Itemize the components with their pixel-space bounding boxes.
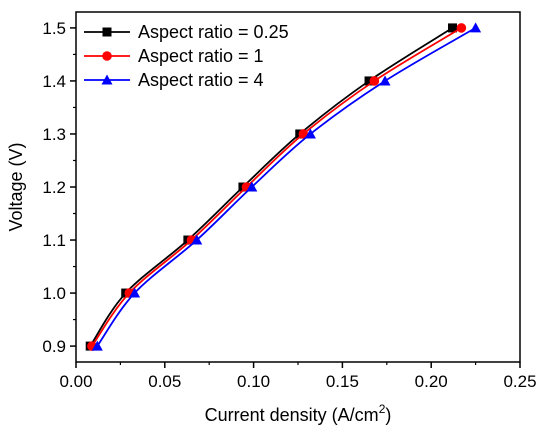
x-tick-label: 0.00 <box>59 372 92 391</box>
x-axis-ticks: 0.00 0.05 0.10 0.15 0.20 0.25 <box>59 362 537 391</box>
legend-item: Aspect ratio = 1 <box>84 46 264 66</box>
y-tick-label: 1.4 <box>42 72 66 91</box>
data-point <box>246 181 258 192</box>
y-tick-label: 1.2 <box>42 178 66 197</box>
data-point <box>470 22 482 33</box>
x-tick-label: 0.25 <box>503 372 536 391</box>
data-point <box>298 129 309 139</box>
data-point <box>448 23 458 33</box>
data-point <box>191 234 203 245</box>
legend-label: Aspect ratio = 0.25 <box>138 22 289 42</box>
x-tick-label: 0.15 <box>326 372 359 391</box>
data-point <box>364 76 374 86</box>
y-axis-ticks: 0.9 1.0 1.1 1.2 1.3 1.4 1.5 <box>42 19 76 356</box>
data-point <box>91 340 103 351</box>
data-point <box>129 287 141 298</box>
data-point <box>379 75 391 86</box>
x-tick-label: 0.05 <box>148 372 181 391</box>
legend-item: Aspect ratio = 0.25 <box>84 22 289 42</box>
y-tick-label: 1.5 <box>42 19 66 38</box>
y-tick-label: 0.9 <box>42 337 66 356</box>
legend-marker <box>101 74 113 85</box>
legend-label: Aspect ratio = 1 <box>138 46 264 66</box>
y-tick-label: 1.0 <box>42 284 66 303</box>
series-3 <box>91 22 482 351</box>
data-point <box>456 23 467 33</box>
x-axis-label: Current density (A/cm2) <box>205 402 392 425</box>
x-tick-label: 0.10 <box>237 372 270 391</box>
legend: Aspect ratio = 0.25 Aspect ratio = 1 Aspec… <box>84 22 289 90</box>
x-tick-label: 0.20 <box>415 372 448 391</box>
legend-marker <box>102 51 112 61</box>
y-tick-label: 1.3 <box>42 125 66 144</box>
data-point <box>304 128 316 139</box>
y-tick-label: 1.1 <box>42 231 66 250</box>
legend-marker <box>102 27 112 37</box>
legend-label: Aspect ratio = 4 <box>138 70 264 90</box>
data-point <box>369 76 380 86</box>
y-axis-label: Voltage (V) <box>6 142 26 231</box>
plot-area <box>85 22 482 351</box>
series-2 <box>87 23 467 351</box>
legend-item: Aspect ratio = 4 <box>84 70 264 90</box>
